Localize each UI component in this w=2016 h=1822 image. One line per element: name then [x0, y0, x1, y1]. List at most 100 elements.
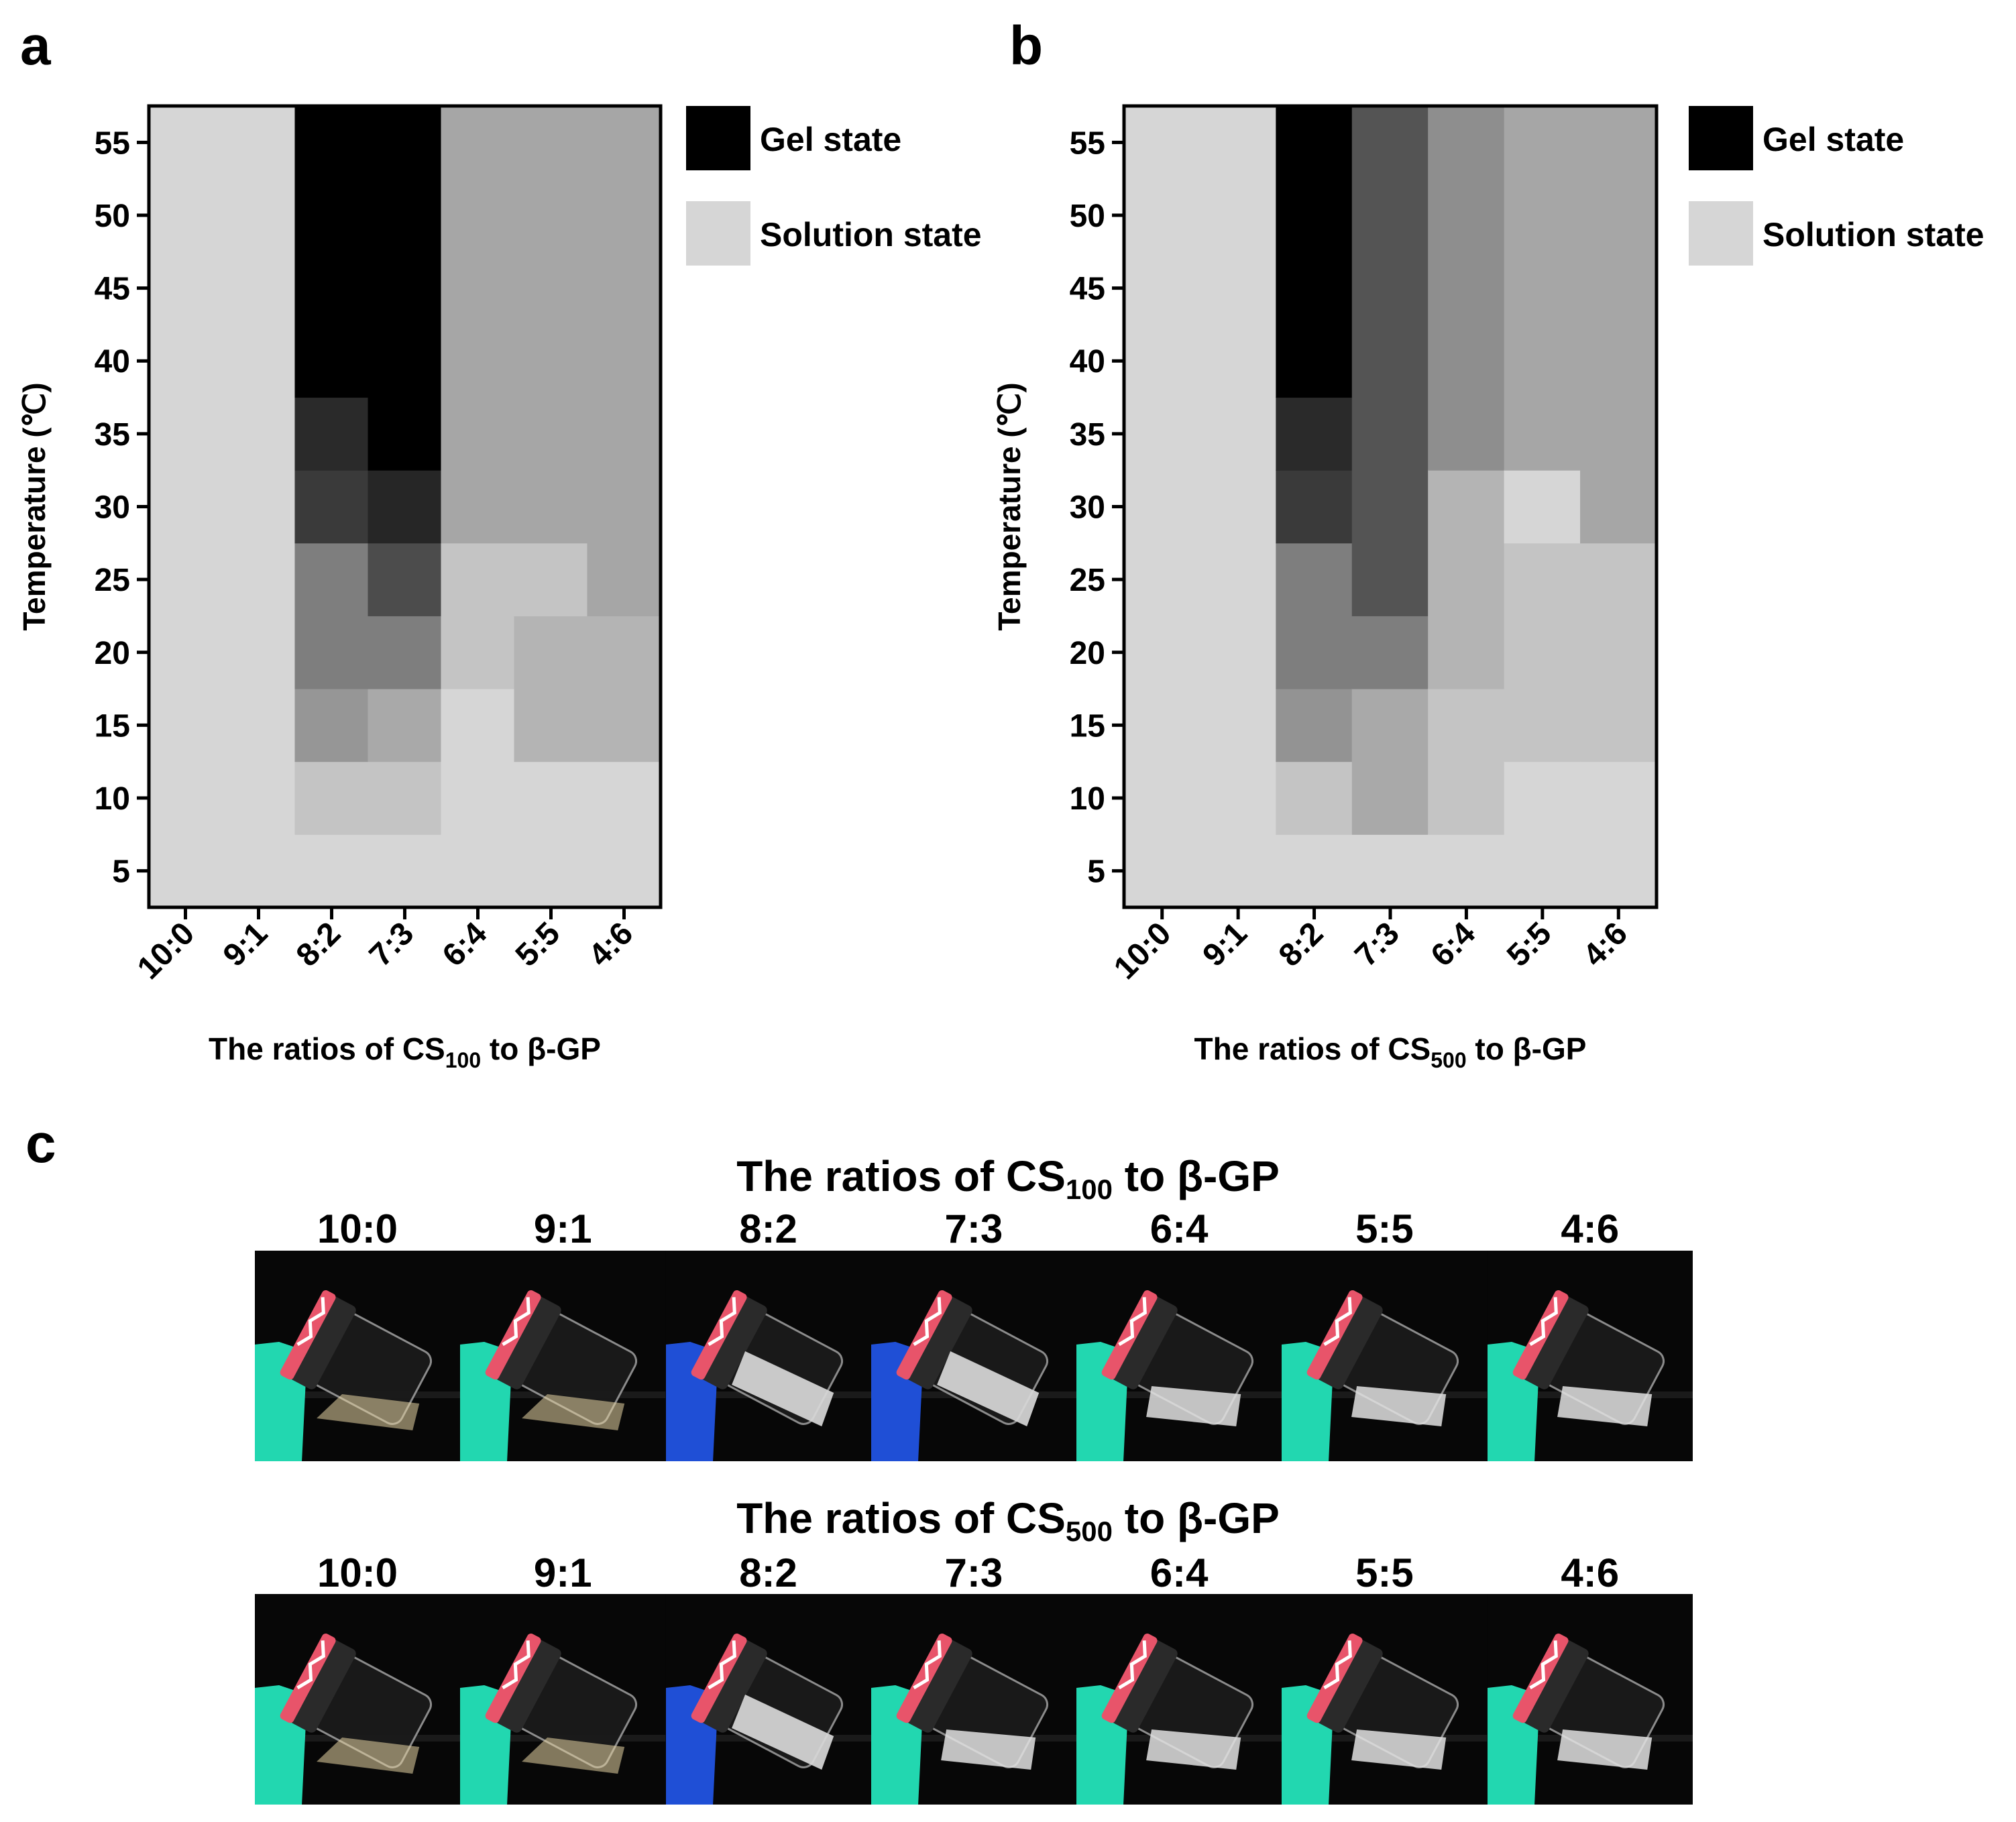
heatmap-cell-8:2-30-30	[1276, 469, 1353, 544]
heatmap-cell-6:4-5-5	[1428, 834, 1505, 908]
vial-photo	[255, 1594, 461, 1805]
y-tick-label-45: 45	[1070, 272, 1105, 307]
heatmap-cell-7:3-20-20	[368, 615, 442, 689]
heatmap-cell-7:3-15-15	[368, 688, 442, 762]
heatmap-cell-7:3-30-30	[368, 469, 442, 544]
x-axis-label-prefix-a: The ratios of CS	[209, 1031, 445, 1066]
heatmap-cell-6:4-20-25	[441, 543, 515, 689]
x-tick-label-6:4: 6:4	[1424, 915, 1483, 974]
photo-row-1-ratio-label: 5:5	[1355, 1206, 1414, 1251]
x-tick-label-10:0: 10:0	[1107, 915, 1178, 986]
y-tick-label-30: 30	[1070, 490, 1105, 526]
photo-row-2-ratio-label: 7:3	[944, 1550, 1003, 1595]
heatmap-cell-8:2-10-10	[1276, 761, 1353, 835]
photo-row-2-ratio-label: 4:6	[1561, 1550, 1620, 1595]
legend-label-gel-a: Gel state	[760, 121, 902, 158]
photo-row-1-ratio-label: 4:6	[1561, 1206, 1620, 1251]
heatmap-cell-8:2-10-10	[294, 761, 369, 835]
y-tick-label-55: 55	[95, 125, 130, 161]
heatmap-chart-b: 5 10 15 20 25 30 35 40 45 50 55 10:0 9:1 8:2 7:3 6:4 5:5…	[992, 104, 1659, 1072]
x-axis-label-prefix-b: The ratios of CS	[1194, 1031, 1431, 1066]
photo-row-1-ratio-label: 6:4	[1150, 1206, 1209, 1251]
x-axis-label-suffix-a: to β-GP	[481, 1031, 601, 1066]
y-tick-label-35: 35	[1070, 417, 1105, 453]
x-tick-label-5:5: 5:5	[1500, 915, 1559, 974]
photo-row-2-ratio-label: 6:4	[1150, 1550, 1209, 1595]
heatmap-cell-7:3-5-5	[1351, 834, 1429, 908]
photo-row-2-ratio-label: 5:5	[1355, 1550, 1414, 1595]
vial-photo	[255, 1251, 461, 1461]
heatmap-cell-5:5-5-10	[1504, 761, 1581, 908]
y-axis-label-a: Temperature (℃)	[17, 382, 52, 630]
y-tick-label-20: 20	[95, 636, 130, 671]
heatmap-cell-4:6-30-55	[1580, 105, 1657, 544]
photo-row-2	[255, 1594, 1693, 1805]
y-tick-label-55: 55	[1070, 125, 1105, 161]
y-tick-label-40: 40	[95, 344, 130, 380]
y-axis-label-b: Temperature (℃)	[992, 382, 1027, 630]
photo-row-1-title: The ratios of CS100 to β-GP	[0, 1155, 2016, 1204]
x-tick-label-9:1: 9:1	[1196, 915, 1254, 974]
heatmap-cell-6:4-35-55	[1428, 105, 1505, 471]
heatmap-cell-7:3-10-15	[1351, 688, 1429, 835]
vial-photo	[665, 1251, 871, 1461]
photo-row-1-ratio-label: 8:2	[739, 1206, 797, 1251]
y-tick-label-25: 25	[95, 563, 130, 598]
heatmap-cell-4:6-5-10	[1580, 761, 1657, 908]
photo-row-1-title-suffix: to β-GP	[1112, 1152, 1280, 1200]
heatmap-cell-5:5-30-55	[514, 105, 588, 544]
heatmap-cell-4:6-15-25	[1580, 543, 1657, 762]
heatmap-cell-8:2-5-5	[1276, 834, 1353, 908]
heatmap-cell-6:4-10-15	[1428, 688, 1505, 835]
x-axis-label-a: The ratios of CS100 to β-GP	[209, 1031, 601, 1072]
heatmap-cell-6:4-20-30	[1428, 469, 1505, 689]
x-axis-label-sub-b: 500	[1431, 1048, 1466, 1072]
heatmap-cell-9:1-5-55	[1199, 105, 1277, 908]
heatmap-cell-7:3-25-55	[1351, 105, 1429, 616]
heatmap-cell-5:5-25-25	[514, 543, 588, 616]
heatmap-cell-8:2-5-5	[294, 834, 369, 908]
heatmap-cell-10:0-5-55	[1123, 105, 1200, 908]
y-tick-label-30: 30	[95, 490, 130, 526]
legend-swatch-gel-b	[1689, 106, 1753, 170]
heatmap-cell-8:2-15-15	[294, 688, 369, 762]
heatmap-cell-7:3-5-5	[368, 834, 442, 908]
heatmap-cell-8:2-20-25	[294, 543, 369, 689]
heatmap-cell-5:5-15-25	[1504, 543, 1581, 762]
heatmap-cell-8:2-40-55	[294, 105, 369, 398]
legend-swatch-gel-a	[686, 106, 750, 170]
x-axis-label-sub-a: 100	[445, 1048, 481, 1072]
heatmap-cell-4:6-25-55	[587, 105, 661, 616]
y-tick-label-45: 45	[95, 272, 130, 307]
photo-row-1-ratio-label: 9:1	[533, 1206, 592, 1251]
vial-photo	[871, 1594, 1077, 1805]
vial-photo	[460, 1251, 666, 1461]
vial-photo	[1076, 1251, 1282, 1461]
heatmap-cell-8:2-40-55	[1276, 105, 1353, 398]
heatmap-cell-7:3-25-25	[368, 543, 442, 616]
heatmap-cells-a	[148, 105, 661, 908]
heatmap-cell-5:5-5-10	[514, 761, 588, 908]
heatmap-cell-5:5-35-55	[1504, 105, 1581, 471]
heatmap-cell-8:2-30-30	[294, 469, 369, 544]
vial-photo	[1076, 1594, 1282, 1805]
y-tick-label-35: 35	[95, 417, 130, 453]
photo-row-2-ratio-label: 8:2	[739, 1550, 797, 1595]
y-tick-label-15: 15	[1070, 708, 1105, 744]
y-tick-label-50: 50	[1070, 198, 1105, 234]
legend-label-gel-b: Gel state	[1762, 121, 1905, 158]
photo-row-2-title-suffix: to β-GP	[1112, 1494, 1280, 1542]
photo-row-2-ratio-label: 10:0	[317, 1550, 398, 1595]
heatmap-cell-9:1-5-55	[221, 105, 296, 908]
heatmap-cell-7:3-20-20	[1351, 615, 1429, 689]
x-axis-label-b: The ratios of CS500 to β-GP	[1194, 1031, 1587, 1072]
legend-label-solution-b: Solution state	[1762, 216, 1984, 253]
heatmap-cells-b	[1123, 105, 1657, 908]
legend-label-solution-a: Solution state	[760, 216, 982, 253]
vial-photo	[1487, 1594, 1693, 1805]
heatmap-cell-6:4-30-55	[441, 105, 515, 544]
legend-swatch-solution-a	[686, 201, 750, 266]
x-tick-label-7:3: 7:3	[1348, 915, 1406, 974]
x-tick-label-4:6: 4:6	[1577, 915, 1635, 974]
